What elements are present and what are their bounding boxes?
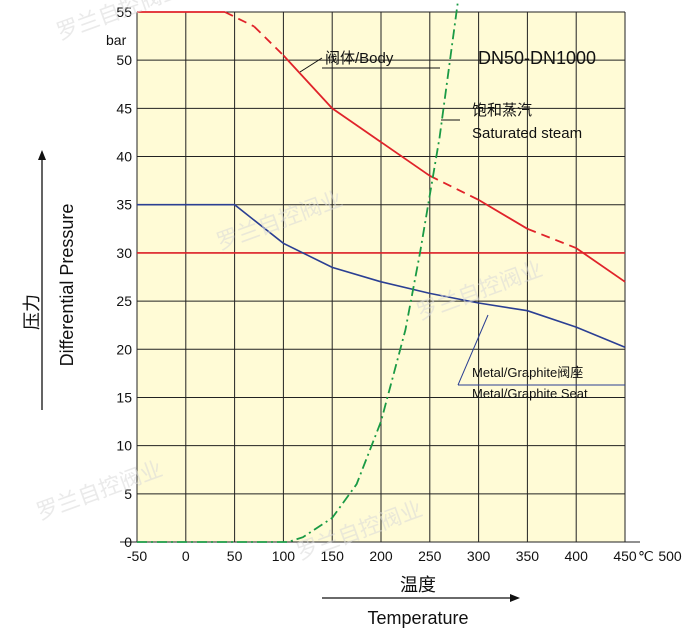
body-curve-segment: [331, 107, 382, 143]
x-axis-title-en: Temperature: [367, 608, 468, 628]
body-curve-segment: [478, 199, 528, 230]
x-tick-label: 350: [516, 548, 540, 564]
x-tick-label: 150: [321, 548, 345, 564]
seat-curve: [137, 203, 626, 349]
y-tick-label: 50: [116, 52, 132, 68]
body-leader: [299, 57, 323, 73]
x-axis-title-cn: 温度: [400, 575, 436, 595]
y-tick-label: 20: [116, 341, 132, 357]
y-tick-label: 45: [116, 100, 132, 116]
body-curve-segment: [282, 54, 333, 109]
body-annotation: 阀体/Body: [325, 50, 394, 67]
series-group: [137, 0, 626, 543]
y-tick-label: 10: [116, 438, 132, 454]
seat-annotation-cn: Metal/Graphite阀座: [472, 365, 583, 380]
y-tick-label: 25: [116, 293, 132, 309]
y-tick-label: 55: [116, 4, 132, 20]
x-tick-label: 0: [182, 548, 190, 564]
body-curve-segment: [527, 227, 577, 249]
body-curve-segment: [575, 247, 626, 283]
body-curve-segment: [380, 141, 431, 177]
x-tick-label: 300: [467, 548, 491, 564]
x-tick-label: 400: [565, 548, 589, 564]
x-tick-label: 200: [369, 548, 393, 564]
steam-annotation-cn: 饱和蒸汽: [472, 102, 532, 119]
y-axis-arrowhead: [38, 150, 46, 160]
x-tick-label: 250: [418, 548, 442, 564]
seat-leader: [457, 314, 489, 386]
x-tick-label: -50: [127, 548, 147, 564]
x-tick-label: 500: [658, 548, 682, 564]
y-axis-title-cn: 压力: [22, 294, 42, 330]
body-curve-segment: [224, 11, 255, 28]
x-unit-label: ℃: [638, 548, 654, 564]
y-tick-label: 15: [116, 389, 132, 405]
y-tick-label: 5: [124, 486, 132, 502]
x-tick-label: 50: [227, 548, 243, 564]
y-unit-label: bar: [106, 32, 127, 48]
x-tick-label: 450: [613, 548, 637, 564]
seat-annotation-en: Metal/Graphite Seat: [472, 386, 588, 401]
y-axis-title-en: Differential Pressure: [57, 204, 77, 367]
body-curve-segment: [429, 175, 479, 201]
chart-title: DN50-DN1000: [478, 48, 596, 68]
y-tick-label: 30: [116, 245, 132, 261]
y-tick-label: 40: [116, 149, 132, 165]
x-tick-label: 100: [272, 548, 296, 564]
y-tick-label: 35: [116, 197, 132, 213]
y-tick-label: 0: [124, 534, 132, 550]
grid: [120, 11, 640, 543]
steam-annotation-en: Saturated steam: [472, 125, 582, 142]
body-curve-segment: [253, 25, 285, 57]
steam-curve: [137, 0, 460, 543]
x-axis-arrowhead: [510, 594, 520, 602]
